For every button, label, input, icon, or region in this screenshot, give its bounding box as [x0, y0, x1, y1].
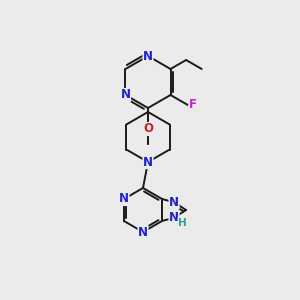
- Text: O: O: [143, 122, 153, 136]
- Text: N: N: [138, 226, 148, 238]
- Text: N: N: [143, 50, 153, 62]
- Text: N: N: [169, 211, 179, 224]
- Text: F: F: [189, 98, 197, 112]
- Text: N: N: [169, 196, 179, 209]
- Text: H: H: [178, 218, 187, 228]
- Text: N: N: [119, 193, 129, 206]
- Text: N: N: [121, 88, 130, 101]
- Text: N: N: [143, 155, 153, 169]
